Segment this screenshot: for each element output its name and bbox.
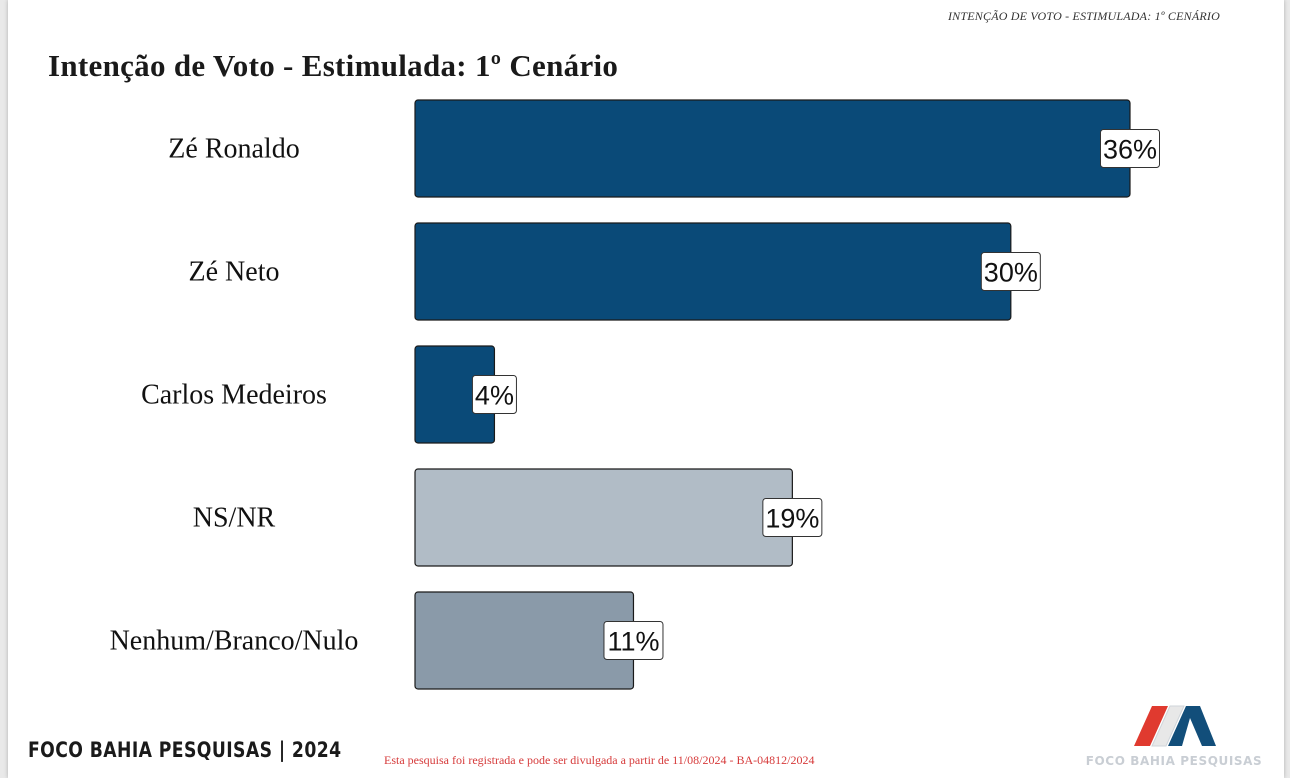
logo-text: FOCO BAHIA PESQUISAS <box>1085 754 1263 768</box>
footer-brand: FOCO BAHIA PESQUISAS | 2024 <box>28 738 342 762</box>
value-label-box <box>603 621 664 660</box>
value-label-box <box>471 375 517 414</box>
bar-chart: Zé Ronaldo 36% Zé Neto 30% Carlos Medeiros 4%… <box>110 99 1160 690</box>
value-label: 19% <box>765 504 819 534</box>
value-label-box <box>1100 129 1160 168</box>
header-caption: INTENÇÃO DE VOTO - ESTIMULADA: 1º CENÁRI… <box>947 9 1220 23</box>
value-label-box <box>762 498 823 537</box>
category-label: Carlos Medeiros <box>141 380 327 411</box>
value-label: 4% <box>475 381 514 411</box>
registration-note: Esta pesquisa foi registrada e pode ser … <box>384 753 815 767</box>
logo-mark-icon <box>1134 705 1216 747</box>
company-logo: FOCO BAHIA PESQUISAS <box>1076 700 1272 770</box>
bar <box>414 591 635 690</box>
value-label: 36% <box>1103 135 1157 165</box>
bar <box>414 222 1012 321</box>
value-label: 11% <box>607 627 659 657</box>
category-label: NS/NR <box>193 503 276 534</box>
chart-title: Intenção de Voto - Estimulada: 1º Cenári… <box>48 48 619 83</box>
category-label: Zé Ronaldo <box>168 134 299 165</box>
value-label-box <box>980 252 1041 291</box>
category-label: Zé Neto <box>189 257 280 288</box>
category-label: Nenhum/Branco/Nulo <box>110 626 359 657</box>
bar <box>414 468 793 567</box>
bar <box>414 99 1131 198</box>
value-label: 30% <box>984 258 1038 288</box>
report-page: INTENÇÃO DE VOTO - ESTIMULADA: 1º CENÁRI… <box>8 0 1284 778</box>
